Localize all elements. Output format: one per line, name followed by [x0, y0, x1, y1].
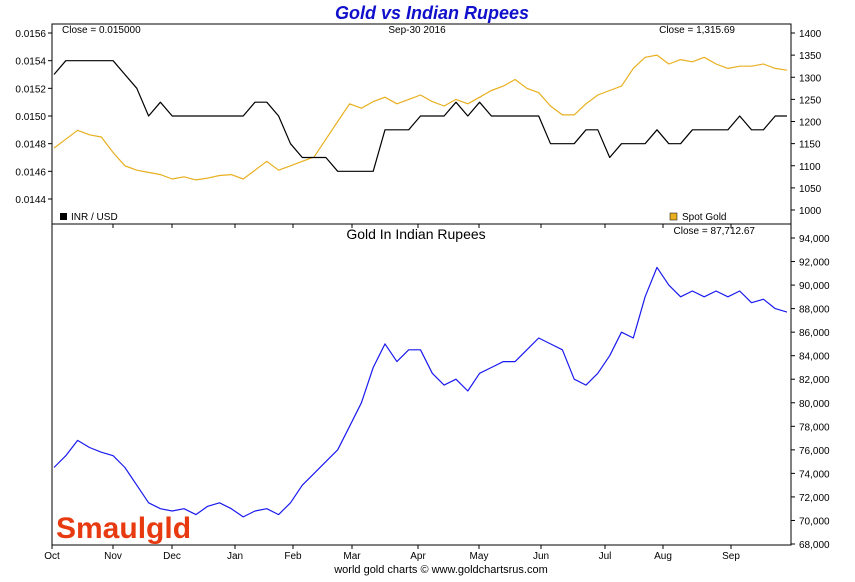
spot-gold-line	[53, 54, 788, 181]
legend-inr-swatch	[60, 213, 67, 220]
bottom-axis-tick-label: 72,000	[799, 493, 830, 504]
right-axis-tick-label: 1400	[799, 29, 822, 40]
x-axis-tick-label: Mar	[343, 551, 361, 562]
gold-in-rupees-line	[53, 266, 788, 518]
bottom-axis-tick-label: 90,000	[799, 281, 830, 292]
axis-layer: 0.0156 0.0154 0.0152 0.0150 0.0148 0.0146 0.01…	[15, 29, 830, 562]
chart-title: Gold vs Indian Rupees	[335, 3, 529, 23]
x-axis-tick-label: Jul	[599, 551, 612, 562]
x-axis-tick-label: Jun	[533, 551, 549, 562]
legend-gold-label: Spot Gold	[682, 212, 726, 223]
legend-inr-label: INR / USD	[71, 212, 118, 223]
bottom-axis-tick-label: 88,000	[799, 305, 830, 316]
bottom-axis-tick-label: 86,000	[799, 328, 830, 339]
bottom-axis-tick-label: 82,000	[799, 375, 830, 386]
x-axis-tick-label: Dec	[163, 551, 181, 562]
bottom-axis-tick-label: 78,000	[799, 422, 830, 433]
bottom-axis-tick-label: 80,000	[799, 399, 830, 410]
x-axis-tick-label: Feb	[284, 551, 302, 562]
x-axis-tick-label: Sep	[722, 551, 740, 562]
x-axis-tick-label: May	[470, 551, 489, 562]
footer-credit: world gold charts © www.goldchartsrus.co…	[333, 564, 548, 576]
x-axis-tick-label: Oct	[44, 551, 60, 562]
bottom-axis-tick-label: 84,000	[799, 352, 830, 363]
bottom-axis-tick-label: 92,000	[799, 258, 830, 269]
legend-gold-swatch	[669, 212, 678, 221]
left-axis-tick-label: 0.0150	[15, 112, 46, 123]
top-date-label: Sep-30 2016	[388, 25, 446, 36]
right-axis-tick-label: 1150	[799, 140, 821, 151]
x-axis-tick-label: Apr	[410, 551, 426, 562]
left-axis-tick-label: 0.0152	[15, 84, 46, 95]
bottom-right-close-label: Close = 87,712.67	[674, 226, 756, 237]
right-axis-tick-label: 1050	[799, 184, 822, 195]
right-axis-tick-label: 1350	[799, 51, 822, 62]
bottom-axis-tick-label: 70,000	[799, 516, 830, 527]
x-axis-tick-label: Nov	[104, 551, 122, 562]
right-axis-tick-label: 1250	[799, 95, 822, 106]
x-axis-tick-label: Aug	[654, 551, 672, 562]
bottom-axis-tick-label: 94,000	[799, 234, 830, 245]
right-axis-tick-label: 1200	[799, 118, 822, 129]
bottom-axis-tick-label: 76,000	[799, 446, 830, 457]
inr-usd-line	[53, 60, 787, 172]
left-axis-tick-label: 0.0146	[15, 167, 46, 178]
x-axis-tick-label: Jan	[227, 551, 243, 562]
series-layer	[53, 54, 788, 518]
right-axis-tick-label: 1300	[799, 73, 822, 84]
bottom-axis-tick-label: 74,000	[799, 469, 830, 480]
bottom-panel-frame	[51, 223, 792, 546]
top-right-close-label: Close = 1,315.69	[659, 25, 735, 36]
left-axis-tick-label: 0.0156	[15, 29, 46, 40]
bottom-panel-title: Gold In Indian Rupees	[346, 226, 485, 242]
left-axis-tick-label: 0.0154	[15, 57, 46, 68]
right-axis-tick-label: 1100	[799, 162, 821, 173]
left-axis-tick-label: 0.0148	[15, 140, 46, 151]
smaulgld-logo: Smaulgld	[56, 512, 191, 545]
top-left-close-label: Close = 0.015000	[62, 25, 141, 36]
left-axis-tick-label: 0.0144	[15, 195, 46, 206]
right-axis-tick-label: 1000	[799, 206, 822, 217]
bottom-axis-tick-label: 68,000	[799, 540, 830, 551]
